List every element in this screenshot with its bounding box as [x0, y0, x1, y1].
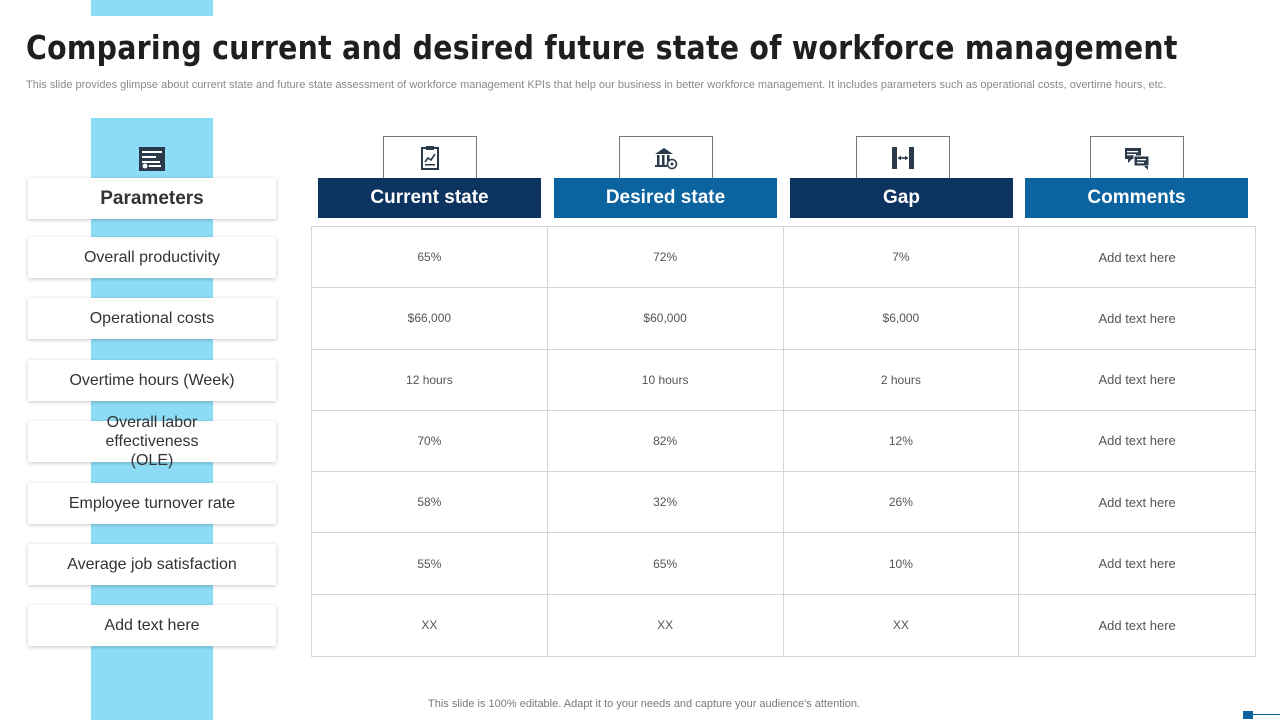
table-cell: 7% [783, 227, 1020, 289]
table-cell: 12 hours [312, 349, 548, 411]
table-cell: 72% [547, 227, 784, 289]
column-header-current-state: Current state [318, 178, 541, 218]
table-cell-comment: Add text here [1019, 227, 1255, 289]
footer-note: This slide is 100% editable. Adapt it to… [428, 698, 860, 710]
page-subtitle: This slide provides glimpse about curren… [26, 79, 1167, 91]
column-header-desired-state: Desired state [554, 178, 777, 218]
corner-decoration-line [1253, 714, 1280, 715]
table-cell-comment: Add text here [1019, 472, 1255, 534]
comments-icon-box [1090, 136, 1184, 178]
desired-state-icon-box [619, 136, 713, 178]
corner-decoration [1243, 711, 1253, 719]
parameter-label: Overall labor effectiveness (OLE) [28, 414, 276, 469]
table-cell: XX [784, 594, 1020, 656]
parameter-label: Employee turnover rate [28, 483, 276, 524]
settings-panel-icon [138, 145, 166, 173]
table-cell: $6,000 [783, 288, 1020, 350]
table-cell: $66,000 [312, 288, 548, 350]
chat-bubbles-icon [1125, 147, 1150, 170]
table-cell: 10 hours [547, 349, 784, 411]
table-cell-comment: Add text here [1019, 350, 1255, 411]
parameter-label: Overtime hours (Week) [28, 360, 276, 401]
table-cell: 26% [783, 472, 1020, 534]
table-cell-comment: Add text here [1019, 288, 1255, 350]
parameter-label: Add text here [28, 605, 276, 646]
table-cell: 58% [312, 472, 548, 534]
table-cell: 65% [312, 227, 548, 289]
decorative-top-strip [91, 0, 213, 16]
table-cell: 70% [312, 410, 548, 473]
table-cell: XX [312, 594, 548, 656]
table-cell: XX [548, 594, 784, 656]
report-chart-icon [421, 145, 439, 170]
table-cell: 12% [783, 410, 1020, 473]
gap-icon-box [856, 136, 950, 178]
parameter-label: Operational costs [28, 298, 276, 339]
comparison-table: 65% 72% 7% Add text here $66,000 $60,000… [311, 226, 1256, 657]
table-cell-comment: Add text here [1019, 533, 1255, 595]
column-header-comments: Comments [1025, 178, 1248, 218]
table-cell-comment: Add text here [1019, 411, 1255, 473]
column-header-gap: Gap [790, 178, 1013, 218]
parameter-label: Average job satisfaction [28, 544, 276, 585]
table-cell: 55% [312, 533, 548, 595]
parameters-header: Parameters [28, 178, 276, 219]
table-cell: $60,000 [547, 288, 784, 350]
page-title: Comparing current and desired future sta… [26, 28, 1178, 67]
gap-arrows-icon [892, 146, 914, 169]
table-cell: 65% [547, 533, 784, 595]
bank-target-icon [655, 147, 678, 169]
table-cell: 32% [547, 472, 784, 534]
table-cell: 2 hours [783, 349, 1020, 411]
table-cell: 82% [547, 410, 784, 473]
current-state-icon-box [383, 136, 477, 178]
table-cell: 10% [783, 533, 1020, 595]
parameter-label: Overall productivity [28, 237, 276, 278]
table-cell-comment: Add text here [1098, 617, 1176, 633]
